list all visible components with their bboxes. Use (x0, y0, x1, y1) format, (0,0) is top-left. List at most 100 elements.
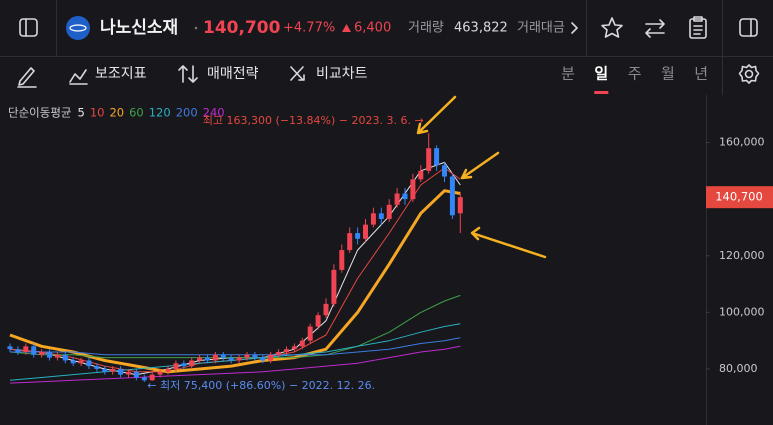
tab-underline (594, 91, 609, 94)
candle-body (118, 368, 124, 375)
favorite-button[interactable] (601, 17, 623, 38)
ma-line (9, 345, 461, 384)
legend-title: 단순이동평균 (8, 106, 71, 120)
volume-label: 거래량 (408, 21, 444, 36)
legend-entry: 200 (176, 106, 198, 120)
candle-body (410, 179, 416, 200)
candle-body (228, 357, 234, 361)
candle-body (378, 213, 384, 219)
legend-entry: 20 (109, 106, 124, 120)
candle-body (252, 354, 258, 358)
candle-body (457, 197, 463, 214)
candle-body (449, 176, 455, 216)
change-rate: +4.77% (283, 21, 335, 36)
candle-body (39, 351, 45, 355)
stock-price: 140,700 (203, 18, 281, 38)
more-button[interactable] (571, 22, 578, 34)
candle-body (23, 346, 29, 352)
candle-body (94, 366, 100, 369)
low-annotation: ← 최저 75,400 (+86.60%) − 2022. 12. 26. (147, 379, 375, 392)
candle-body (126, 371, 131, 375)
candle-body (102, 368, 108, 372)
period-tab[interactable]: 분 (561, 65, 575, 83)
amount-label: 거래대금 (517, 21, 565, 36)
sidebar-right-button[interactable] (739, 18, 758, 37)
candle-body (394, 193, 400, 205)
candle-body (291, 346, 297, 350)
chart: 80,000 100,000 120,000 160,000 단순이동평균 5 10 20 60… (7, 106, 773, 392)
high-annotation: 최고 163,300 (−13.84%) − 2023. 3. 6. → (203, 114, 424, 127)
y-tick-label: 160,000 (719, 136, 765, 149)
candle-body (15, 349, 21, 352)
candle-body (363, 224, 368, 239)
strategy-icon (178, 65, 198, 83)
tool-button[interactable]: 보조지표 (95, 66, 147, 82)
period-tab[interactable]: 일 (594, 65, 608, 83)
legend-entry: 5 (77, 106, 84, 120)
candle-body (181, 363, 187, 367)
candle-body (315, 315, 321, 327)
candle-body (418, 170, 424, 180)
period-tab[interactable]: 주 (628, 65, 642, 83)
up-triangle (342, 24, 351, 32)
candle-body (370, 213, 376, 225)
tool-button[interactable]: 비교차트 (316, 66, 368, 82)
period-tab[interactable]: 월 (661, 65, 675, 83)
stock-name: 나노신소재 (100, 18, 178, 38)
period-tab[interactable]: 년 (694, 65, 708, 83)
memo-button[interactable] (689, 16, 707, 39)
candle-body (331, 269, 337, 304)
candle-body (133, 371, 139, 378)
candle-body (173, 363, 179, 369)
price-tag (706, 186, 773, 209)
candle-body (386, 204, 392, 219)
draw-button[interactable] (17, 67, 37, 88)
candle-body (347, 233, 353, 251)
candle-body (244, 354, 250, 358)
legend-entry: 240 (203, 106, 225, 120)
candle-body (339, 250, 345, 270)
candle-body (54, 354, 60, 358)
candle-body (189, 360, 195, 367)
candle-body (197, 357, 203, 361)
candle-body (110, 368, 116, 372)
candle-body (62, 354, 68, 361)
candle-body (307, 326, 313, 341)
swap-button[interactable] (645, 19, 665, 38)
legend-entry: 60 (129, 106, 144, 120)
candle-body (236, 357, 242, 361)
legend-entry: 120 (149, 106, 171, 120)
indicator-icon (69, 69, 88, 85)
candle-body (165, 368, 171, 372)
stock-logo (66, 16, 90, 40)
candle-body (426, 148, 432, 171)
price-tag-label: 140,700 (715, 190, 763, 204)
change: 6,400 (354, 21, 391, 36)
candle-body (7, 346, 13, 350)
candle-body (220, 354, 226, 358)
candle-body (276, 351, 282, 355)
candle-body (212, 354, 218, 361)
sidebar-left-button[interactable] (19, 18, 38, 37)
dot (194, 26, 198, 30)
toolbar: 보조지표 매매전략 비교차트 (95, 66, 368, 82)
candle-body (284, 349, 289, 352)
candle-body (157, 371, 163, 375)
candle-body (434, 148, 440, 166)
highlight-arrows (416, 95, 547, 259)
candle-body (442, 165, 447, 177)
candle-body (141, 377, 147, 381)
y-tick-label: 80,000 (719, 362, 758, 375)
y-tick-label: 120,000 (719, 249, 765, 262)
candle-body (78, 360, 84, 364)
settings-button[interactable] (738, 64, 760, 84)
legend-entry: 10 (90, 106, 105, 120)
candle-body (402, 193, 408, 200)
candle-body (268, 354, 274, 361)
candle-body (149, 374, 155, 381)
tool-button[interactable]: 매매전략 (207, 66, 259, 82)
compare-icon (290, 66, 305, 81)
candle-body (47, 351, 52, 358)
